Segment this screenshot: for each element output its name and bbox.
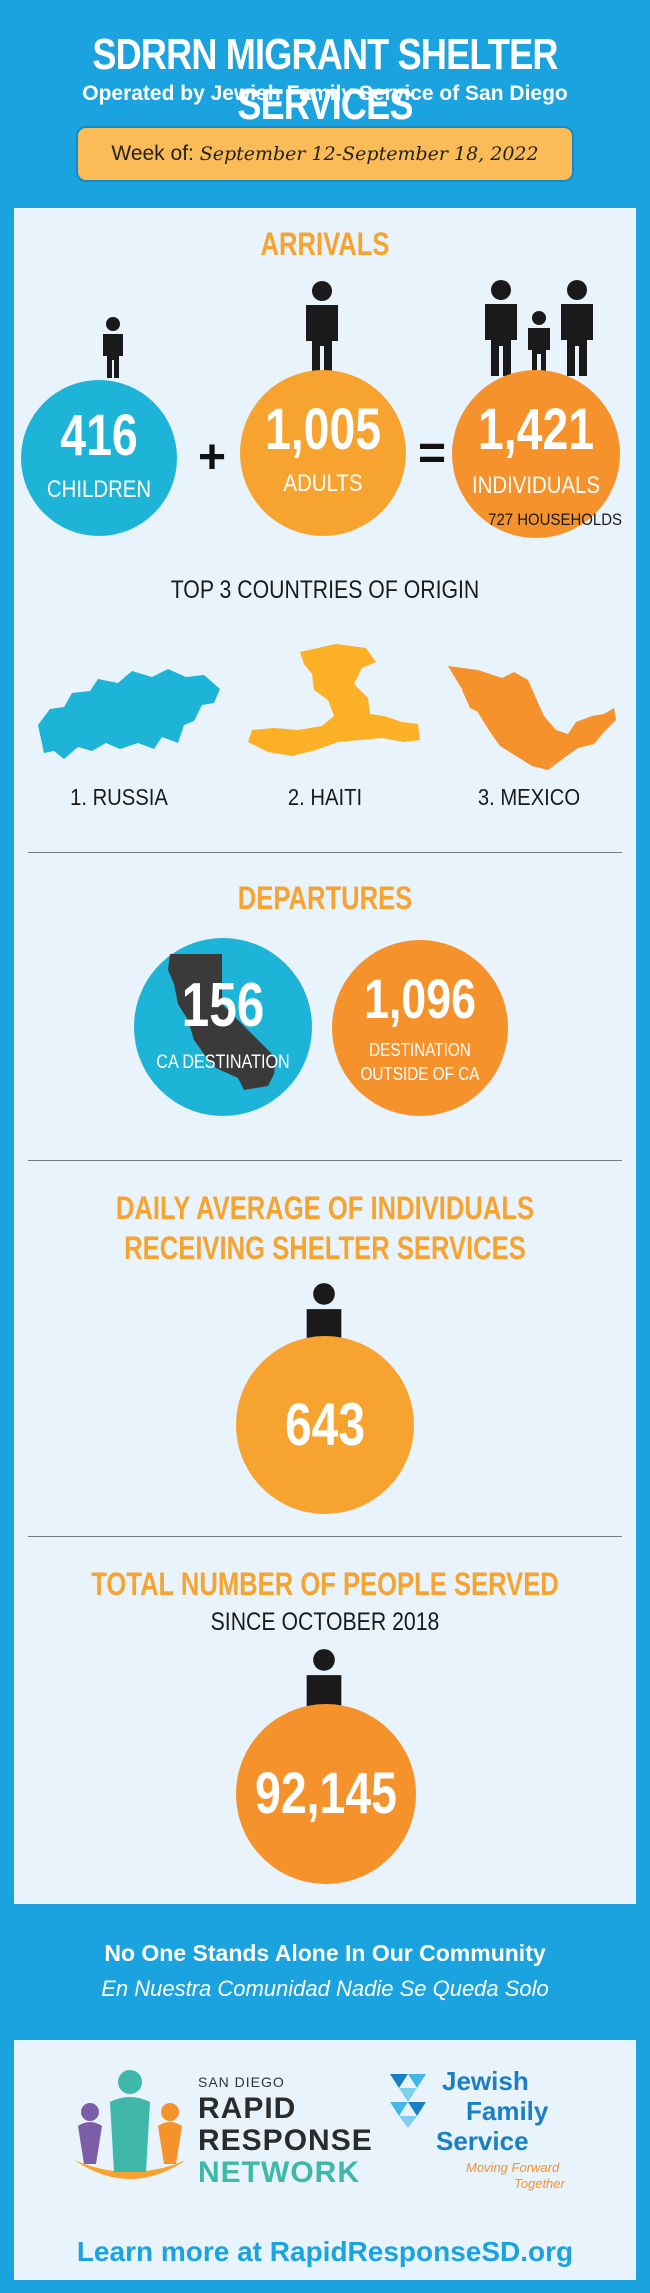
adults-label: ADULTS xyxy=(283,470,363,497)
total-title: TOTAL NUMBER OF PEOPLE SERVED xyxy=(91,1566,559,1602)
daily-title-2: RECEIVING SHELTER SERVICES xyxy=(124,1230,526,1266)
country-1: 1. RUSSIA xyxy=(70,784,168,810)
jfs-tag2: Together xyxy=(514,2176,565,2191)
russia-map-icon xyxy=(38,669,220,759)
ca-destination-value: 156 xyxy=(181,971,265,1040)
slogan: No One Stands Alone In Our Community En … xyxy=(0,1940,650,2010)
divider xyxy=(28,1160,622,1161)
rrn-line3: NETWORK xyxy=(198,2156,360,2189)
california-map-icon xyxy=(168,954,276,1090)
total-served-value: 92,145 xyxy=(255,1761,397,1826)
jewish-family-service-logo xyxy=(390,2074,426,2128)
jfs-line2: Family xyxy=(466,2096,549,2126)
slogan-es: En Nuestra Comunidad Nadie Se Queda Solo xyxy=(101,1976,549,2001)
plus-sign: + xyxy=(198,431,227,484)
jfs-line3: Service xyxy=(436,2126,529,2156)
family-icon xyxy=(485,280,593,376)
week-badge: Week of: September 12-September 18, 2022 xyxy=(76,126,574,182)
departures-title: DEPARTURES xyxy=(237,880,413,916)
children-value: 416 xyxy=(60,403,138,468)
country-3: 3. MEXICO xyxy=(477,784,581,810)
households-label: 727 HOUSEHOLDS xyxy=(488,510,622,529)
header: SDRRN MIGRANT SHELTER SERVICES Operated … xyxy=(0,0,650,200)
individuals-label: INDIVIDUALS xyxy=(471,472,601,499)
mexico-map-icon xyxy=(448,666,616,770)
divider xyxy=(28,852,622,853)
page-subtitle: Operated by Jewish Family Service of San… xyxy=(82,82,568,105)
children-circle: 416 CHILDREN xyxy=(21,380,177,536)
rrn-line1: RAPID xyxy=(198,2092,297,2125)
outside-ca-label-2: OUTSIDE OF CA xyxy=(360,1064,480,1084)
country-2: 2. HAITI xyxy=(287,784,363,810)
rrn-small: SAN DIEGO xyxy=(198,2074,285,2090)
daily-average-circle: 643 xyxy=(236,1336,414,1514)
arrivals-title: ARRIVALS xyxy=(260,226,390,262)
jfs-tag1: Moving Forward xyxy=(466,2160,560,2175)
learn-more-link[interactable]: Learn more at RapidResponseSD.org xyxy=(76,2236,574,2267)
individuals-value: 1,421 xyxy=(477,397,595,462)
rrn-line2: RESPONSE xyxy=(198,2124,373,2157)
adults-circle: 1,005 ADULTS xyxy=(240,370,406,536)
total-since: SINCE OCTOBER 2018 xyxy=(210,1608,440,1636)
equals-sign: = xyxy=(418,427,447,480)
adults-value: 1,005 xyxy=(264,397,382,462)
footer: SAN DIEGO RAPID RESPONSE NETWORK Jewish … xyxy=(14,2040,636,2280)
adult-person-icon xyxy=(306,281,338,376)
individuals-circle: 1,421 INDIVIDUALS xyxy=(452,370,620,538)
slogan-en: No One Stands Alone In Our Community xyxy=(104,1940,546,1966)
total-served-circle: 92,145 xyxy=(236,1704,416,1884)
jfs-line1: Jewish xyxy=(442,2066,529,2096)
ca-destination-label: CA DESTINATION xyxy=(156,1052,290,1073)
outside-ca-label-1: DESTINATION xyxy=(369,1040,471,1060)
week-dates: September 12-September 18, 2022 xyxy=(199,143,539,165)
stats-panel: ARRIVALS 416 CHILDREN + 1,005 ADULTS = 1… xyxy=(14,208,636,1904)
outside-ca-value: 1,096 xyxy=(363,967,477,1030)
daily-title-1: DAILY AVERAGE OF INDIVIDUALS xyxy=(115,1190,535,1226)
children-label: CHILDREN xyxy=(46,476,152,503)
daily-average-value: 643 xyxy=(284,1391,366,1458)
haiti-map-icon xyxy=(248,644,420,756)
divider xyxy=(28,1536,622,1537)
outside-ca-circle: 1,096 DESTINATION OUTSIDE OF CA xyxy=(332,940,508,1116)
child-person-icon xyxy=(103,317,123,378)
ca-destination-circle: 156 CA DESTINATION xyxy=(134,938,312,1116)
origin-title: TOP 3 COUNTRIES OF ORIGIN xyxy=(170,576,480,604)
week-label: Week of: xyxy=(111,142,194,165)
page-title: SDRRN MIGRANT SHELTER SERVICES xyxy=(92,30,558,129)
rapid-response-network-logo xyxy=(74,2070,186,2179)
